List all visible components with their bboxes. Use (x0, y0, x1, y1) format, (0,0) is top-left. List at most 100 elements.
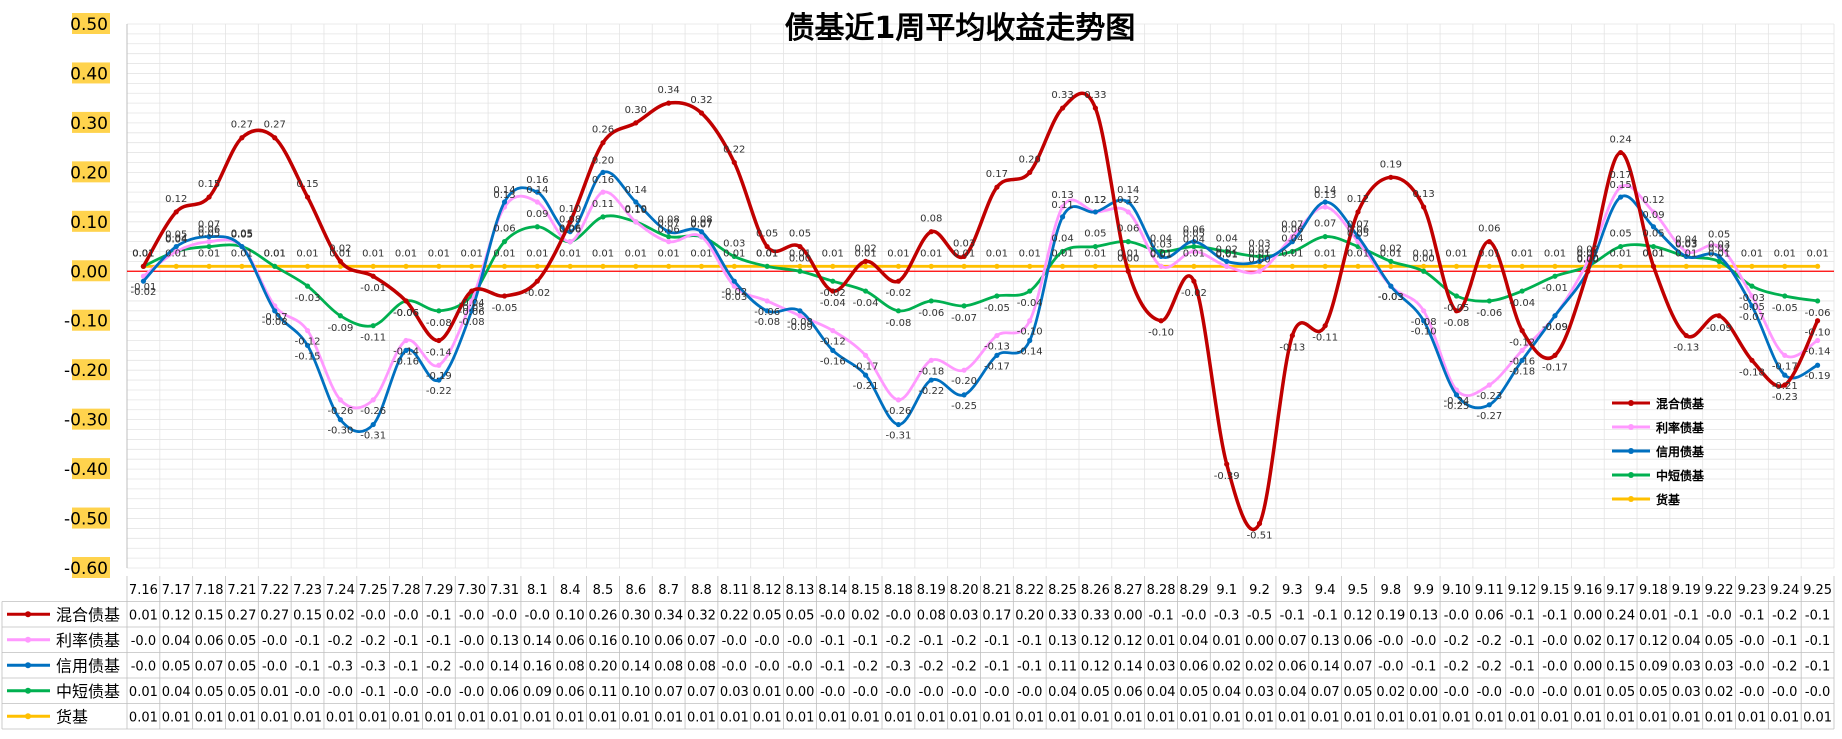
series-point (1716, 313, 1722, 319)
series-point (1749, 263, 1755, 269)
data-labels: 0.01 0.01 0.01 0.01 0.01 0.01 0.01 0.01 0.01 0.01… (130, 85, 1830, 541)
series-point (1782, 372, 1788, 378)
data-label: -0.23 (1772, 392, 1798, 403)
table-cell: -0.1 (295, 634, 320, 649)
legend-item-3: 信用债基 (1612, 444, 1705, 459)
table-cell: 0.05 (785, 608, 814, 623)
table-cell: -0.0 (886, 685, 911, 700)
x-tick-label: 7.31 (490, 583, 519, 598)
series-point (534, 224, 540, 230)
table-cell: -0.2 (1444, 659, 1469, 674)
data-label: 0.01 (1609, 248, 1631, 259)
table-cell: 0.07 (654, 685, 683, 700)
data-label: -0.07 (951, 313, 977, 324)
table-cell: 0.02 (1573, 634, 1602, 649)
series-point (830, 288, 836, 294)
data-label: 0.04 (1150, 233, 1172, 244)
data-label: 0.03 (953, 238, 975, 249)
table-row-name: 中短债基 (56, 682, 120, 701)
series-point (1388, 283, 1394, 289)
table-cell: 0.14 (1114, 659, 1143, 674)
table-cell: -0.0 (984, 685, 1009, 700)
table-cell: -0.0 (393, 685, 418, 700)
table-cell: 0.02 (1705, 685, 1734, 700)
grid (126, 23, 1835, 569)
y-tick-label: -0.10 (64, 312, 108, 332)
table-cell: 0.01 (1475, 710, 1504, 725)
series-point (1519, 357, 1525, 363)
data-label: 0.01 (132, 248, 154, 259)
data-label: -0.07 (1739, 312, 1765, 323)
data-label: -0.03 (721, 292, 747, 303)
table-cell: 0.15 (293, 608, 322, 623)
table-cell: -0.0 (754, 659, 779, 674)
table-cell: 0.33 (1048, 608, 1077, 623)
x-tick-label: 9.16 (1573, 583, 1602, 598)
x-tick-label: 7.21 (227, 583, 256, 598)
table-cell: 0.33 (1081, 608, 1110, 623)
data-label: 0.04 (1216, 233, 1238, 244)
table-cell: -0.0 (919, 685, 944, 700)
series-point (797, 268, 803, 274)
series-point (961, 263, 967, 269)
series-point (1158, 318, 1164, 324)
data-label: 0.01 (1084, 248, 1106, 259)
series-point (1749, 357, 1755, 363)
series-point (1256, 258, 1263, 264)
series-point (1322, 234, 1328, 240)
series-point (567, 263, 573, 269)
series-point (469, 263, 475, 269)
table-cell: 0.04 (1179, 634, 1208, 649)
table-cell: 0.07 (1344, 659, 1373, 674)
data-label: 0.01 (1347, 248, 1369, 259)
legend-marker (1628, 424, 1634, 430)
data-label: -0.17 (984, 361, 1010, 372)
table-cell: -0.1 (820, 634, 845, 649)
table-cell: -0.3 (1214, 608, 1239, 623)
table-cell: 0.00 (1114, 608, 1143, 623)
data-label: -0.05 (459, 303, 485, 314)
series-point (731, 159, 737, 166)
data-label: -0.16 (820, 356, 846, 367)
table-cell: -0.1 (1805, 634, 1830, 649)
table-cell: 0.06 (1278, 659, 1307, 674)
table-cell: -0.2 (1772, 608, 1797, 623)
series-point (1191, 243, 1197, 250)
y-tick-box (72, 309, 110, 331)
series-point (830, 263, 836, 269)
series-point (1749, 283, 1755, 289)
series-point (863, 263, 869, 269)
series-point (1191, 278, 1197, 284)
table-cell: 0.01 (1639, 608, 1668, 623)
table-cell: 0.04 (1048, 685, 1077, 700)
x-tick-label: 8.6 (625, 583, 646, 598)
table-cell: 0.13 (490, 634, 519, 649)
series-point (895, 397, 902, 403)
data-label: 0.05 (1609, 229, 1631, 240)
table-cell: -0.0 (459, 685, 484, 700)
table-cell: -0.0 (1706, 608, 1731, 623)
table-cell: -0.1 (853, 634, 878, 649)
x-tick-label: 8.21 (982, 583, 1011, 598)
data-label: -0.18 (1739, 367, 1765, 378)
table-cell: 0.01 (392, 710, 421, 725)
series-point (928, 263, 934, 269)
table-cell: -0.2 (1444, 634, 1469, 649)
data-label: -0.26 (360, 406, 386, 417)
data-label: -0.39 (1214, 471, 1240, 482)
legend-item-2: 利率债基 (1612, 420, 1705, 435)
table-cell: -0.2 (426, 659, 451, 674)
data-label: -0.21 (1772, 381, 1798, 392)
table-cell: -0.1 (393, 634, 418, 649)
data-label: 0.04 (1183, 234, 1205, 245)
x-tick-label: 8.25 (1048, 583, 1077, 598)
table-cell: 0.06 (1179, 659, 1208, 674)
data-label: 0.15 (1609, 180, 1631, 191)
data-label: 0.03 (723, 238, 745, 249)
table-cell: -0.1 (1280, 608, 1305, 623)
data-label: 0.14 (526, 185, 548, 196)
legend-label: 货基 (1656, 492, 1681, 507)
table-cell: 0.04 (1278, 685, 1307, 700)
table-cell: -0.0 (754, 634, 779, 649)
table-cell: 0.07 (687, 634, 716, 649)
